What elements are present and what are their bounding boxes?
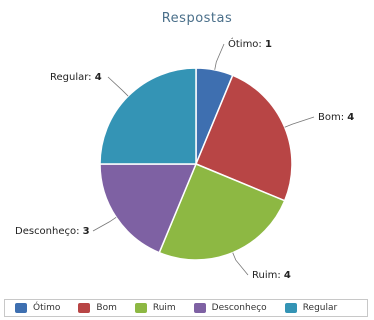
legend-swatch: [193, 303, 206, 313]
legend-item-desconheço[interactable]: Desconheço: [193, 303, 267, 313]
legend-item-regular[interactable]: Regular: [284, 303, 338, 313]
slice-labels: Ótimo: 1 Bom: 4 Ruim: 4 Desconheço: 3 Regula…: [15, 37, 354, 281]
leader-line: [214, 43, 225, 70]
leader-line: [232, 252, 249, 276]
leader-line: [284, 116, 315, 128]
legend-item-ruim[interactable]: Ruim: [134, 303, 176, 313]
slice-label-ruim: Ruim: 4: [252, 270, 291, 281]
pie-slice-desconheço[interactable]: [99, 163, 198, 254]
legend-swatch: [134, 303, 147, 313]
legend-swatch: [284, 303, 297, 313]
chart-legend: Ótimo Bom Ruim Desconheço Regular: [4, 299, 368, 317]
legend-swatch: [15, 303, 27, 313]
pie-slice-bom[interactable]: [195, 74, 293, 202]
leader-line: [92, 217, 117, 232]
legend-label: Regular: [302, 303, 338, 313]
legend-label: Bom: [96, 303, 117, 313]
slice-label-desconheço: Desconheço: 3: [15, 226, 90, 237]
pie-slice-ruim[interactable]: [158, 163, 286, 261]
legend-swatch: [78, 303, 91, 313]
pie-slice-regular[interactable]: [99, 67, 197, 165]
slice-label-ótimo: Ótimo: 1: [228, 37, 272, 50]
pie-slices: [99, 67, 293, 261]
chart-title: Respostas: [162, 11, 233, 26]
legend-item-ótimo[interactable]: Ótimo: [15, 303, 60, 313]
legend-label: Ótimo: [33, 303, 61, 313]
legend-label: Desconheço: [211, 303, 267, 313]
legend-item-bom[interactable]: Bom: [78, 303, 117, 313]
legend-label: Ruim: [152, 303, 176, 313]
leader-line: [107, 76, 129, 97]
slice-label-regular: Regular: 4: [50, 72, 102, 83]
slice-label-bom: Bom: 4: [318, 112, 354, 123]
